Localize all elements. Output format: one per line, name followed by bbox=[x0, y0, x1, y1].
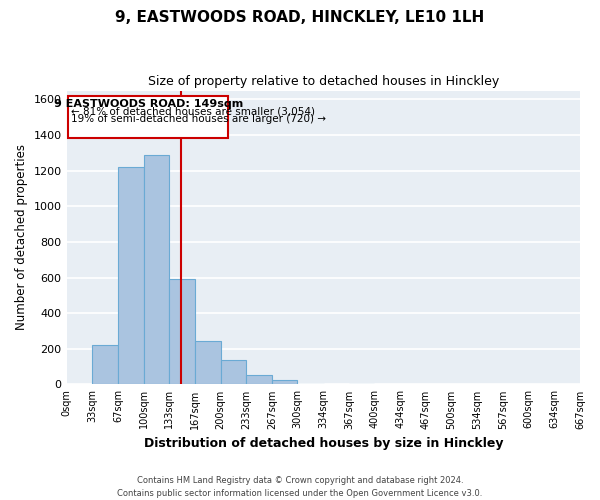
Bar bbox=[118, 167, 143, 384]
Text: Contains HM Land Registry data © Crown copyright and database right 2024.
Contai: Contains HM Land Registry data © Crown c… bbox=[118, 476, 482, 498]
Bar bbox=[246, 374, 272, 384]
Title: Size of property relative to detached houses in Hinckley: Size of property relative to detached ho… bbox=[148, 75, 499, 88]
Text: 19% of semi-detached houses are larger (720) →: 19% of semi-detached houses are larger (… bbox=[71, 114, 326, 124]
Bar bbox=[169, 280, 195, 384]
Y-axis label: Number of detached properties: Number of detached properties bbox=[15, 144, 28, 330]
FancyBboxPatch shape bbox=[68, 96, 228, 138]
Text: ← 81% of detached houses are smaller (3,054): ← 81% of detached houses are smaller (3,… bbox=[71, 106, 315, 117]
Bar bbox=[272, 380, 298, 384]
Bar bbox=[221, 360, 246, 384]
Text: 9, EASTWOODS ROAD, HINCKLEY, LE10 1LH: 9, EASTWOODS ROAD, HINCKLEY, LE10 1LH bbox=[115, 10, 485, 25]
Bar bbox=[92, 345, 118, 385]
X-axis label: Distribution of detached houses by size in Hinckley: Distribution of detached houses by size … bbox=[143, 437, 503, 450]
Bar bbox=[195, 341, 221, 384]
Bar bbox=[143, 154, 169, 384]
Text: 9 EASTWOODS ROAD: 149sqm: 9 EASTWOODS ROAD: 149sqm bbox=[53, 99, 243, 109]
